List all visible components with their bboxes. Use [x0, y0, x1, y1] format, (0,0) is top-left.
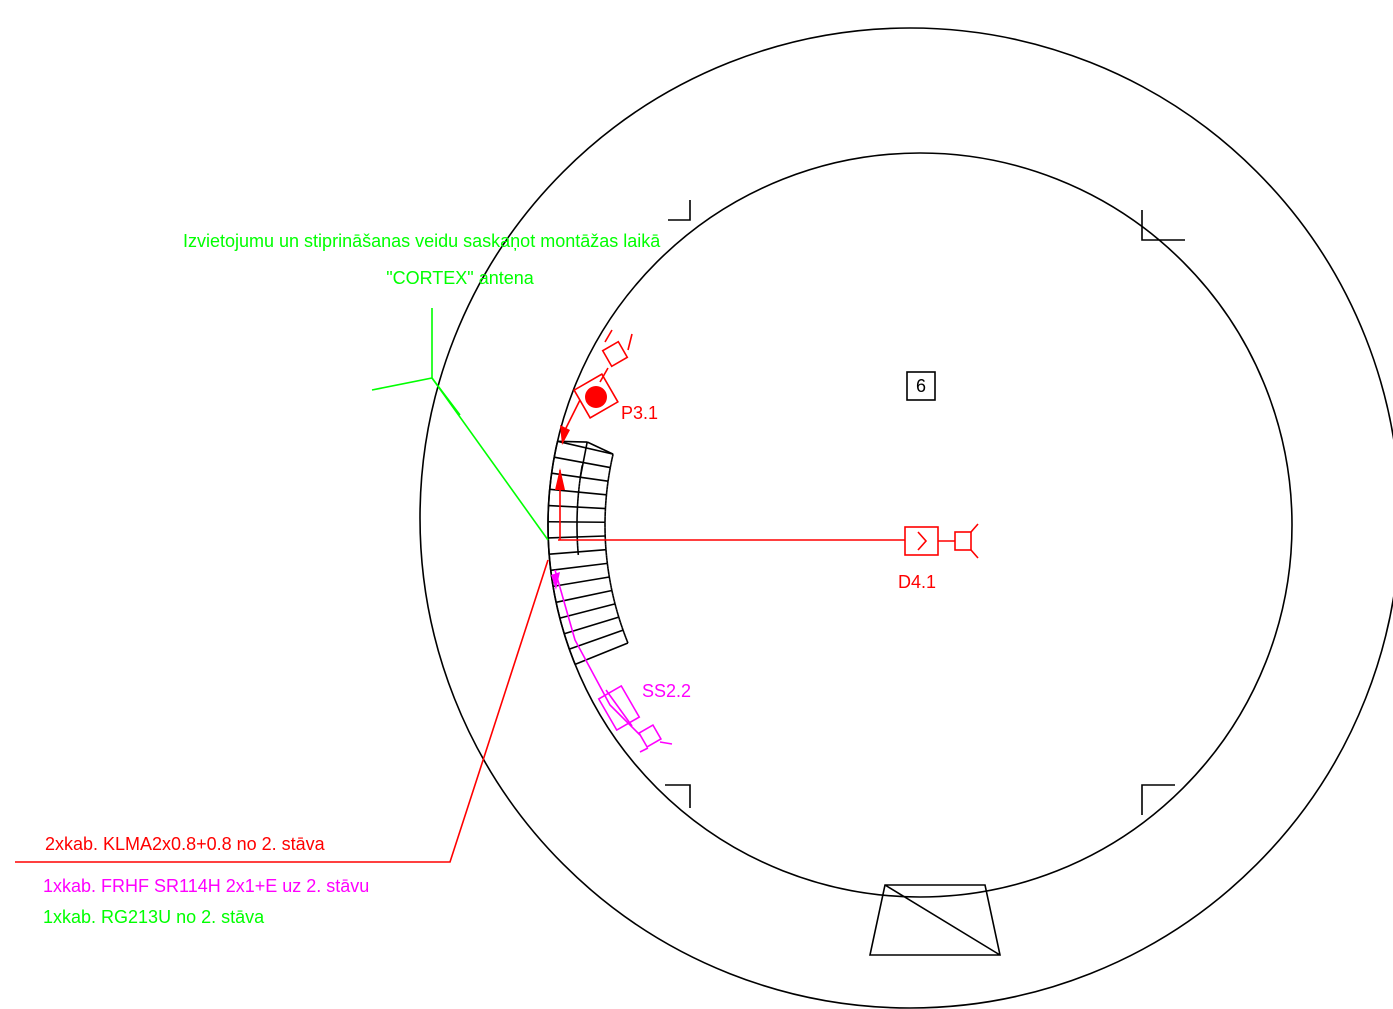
- stair-line: [552, 460, 555, 464]
- stair-line: [555, 444, 558, 448]
- stair-line: [619, 622, 623, 626]
- stair-line: [554, 456, 611, 469]
- stair-line: [548, 504, 606, 510]
- red-wiring: [15, 329, 979, 863]
- stair-line: [615, 608, 618, 613]
- stair-line: [560, 624, 564, 628]
- stair-line: [555, 602, 558, 606]
- stair-line: [610, 587, 613, 591]
- stair-line: [570, 654, 574, 659]
- stair-line: [548, 535, 606, 539]
- stairs: [547, 440, 629, 666]
- stair-line: [609, 582, 612, 586]
- stair-line: [552, 586, 555, 590]
- stair-line: [561, 627, 565, 631]
- stair-line: [614, 606, 618, 610]
- stair-line: [622, 629, 625, 634]
- stair-line: [620, 624, 623, 628]
- cable-label: 2xkab. KLMA2x0.8+0.8 no 2. stāva: [45, 834, 326, 854]
- device-label: SS2.2: [642, 681, 691, 701]
- stair-line: [563, 633, 566, 638]
- stair-line: [616, 611, 619, 615]
- stair-line: [569, 629, 624, 650]
- stair-line: [612, 595, 615, 599]
- stair-line: [565, 639, 568, 644]
- cable-label: 1xkab. RG213U no 2. stāva: [43, 907, 265, 927]
- stair-line: [551, 463, 554, 467]
- stair-line: [558, 614, 561, 619]
- stair-line: [625, 637, 628, 641]
- stair-line: [611, 590, 614, 594]
- stair-line: [562, 630, 566, 634]
- stair-line: [569, 651, 573, 656]
- stair-line: [613, 601, 616, 605]
- stair-line: [554, 447, 557, 451]
- stair-line: [566, 642, 570, 647]
- stair-line: [568, 648, 572, 653]
- stair-line: [621, 627, 624, 631]
- stair-line: [550, 562, 608, 572]
- stair-line: [564, 636, 567, 641]
- stair-line: [626, 640, 629, 644]
- stair-line: [586, 441, 614, 455]
- building-outline: [419, 27, 1393, 1009]
- stair-line: [552, 576, 610, 588]
- device-label: P3.1: [621, 403, 658, 423]
- stair-line: [612, 598, 616, 602]
- stair-line: [549, 488, 607, 496]
- room-box: [906, 371, 936, 401]
- stair-line: [610, 462, 613, 466]
- stair-line: [611, 456, 614, 460]
- stair-line: [552, 589, 556, 593]
- stair-line: [553, 453, 556, 458]
- stair-line: [556, 441, 559, 445]
- stair-line: [611, 593, 614, 597]
- stair-line: [609, 464, 612, 468]
- stair-line: [610, 459, 613, 463]
- outer-wall: [419, 27, 1393, 1009]
- stair-line: [567, 645, 571, 650]
- stair-line: [611, 453, 614, 457]
- stair-line: [623, 632, 626, 636]
- stair-line: [554, 450, 557, 455]
- stair-line: [559, 621, 563, 625]
- stair-line: [617, 616, 621, 620]
- mounting-note: Izvietojumu un stiprināšanas veidu saska…: [183, 231, 661, 251]
- stair-line: [557, 611, 560, 616]
- stair-line: [610, 584, 613, 588]
- stair-line: [617, 614, 620, 618]
- column: [869, 884, 1001, 956]
- stair-line: [554, 595, 557, 600]
- stair-line: [554, 599, 557, 603]
- stair-line: [556, 608, 560, 613]
- stair-line: [624, 635, 627, 639]
- stair-line: [551, 583, 554, 587]
- antenna: [371, 308, 549, 541]
- stair-line: [556, 605, 559, 609]
- inner-wall: [547, 152, 1293, 898]
- antenna-note: "CORTEX" antena: [386, 268, 535, 288]
- stair-line: [555, 589, 613, 604]
- stair-line: [574, 642, 629, 666]
- stair-line: [559, 603, 616, 619]
- stair-line: [564, 616, 619, 635]
- room-number: 6: [916, 376, 926, 396]
- stair-line: [549, 548, 607, 555]
- stair-line: [579, 441, 588, 478]
- wall-notches: [665, 200, 1185, 815]
- magenta-wiring: [551, 569, 673, 753]
- stair-line: [552, 457, 556, 461]
- stair-line: [559, 617, 562, 622]
- stair-line: [614, 603, 617, 607]
- cable-label: 1xkab. FRHF SR114H 2x1+E uz 2. stāvu: [43, 876, 369, 896]
- stair-line: [553, 592, 556, 597]
- stair-line: [618, 619, 622, 623]
- stair-line: [571, 658, 575, 662]
- device-label: D4.1: [898, 572, 936, 592]
- stair-line: [573, 661, 576, 665]
